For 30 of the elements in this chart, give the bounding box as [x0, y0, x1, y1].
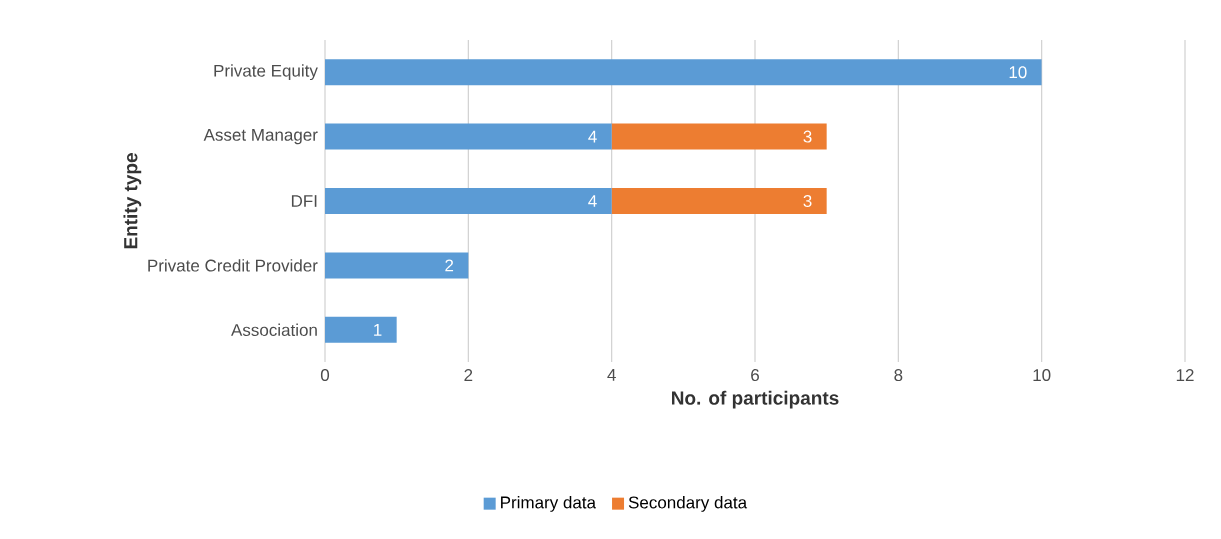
data-label: 10: [1009, 66, 1027, 79]
x-tick-label: 10: [1033, 369, 1051, 382]
data-label: 2: [445, 259, 454, 272]
legend-label: Secondary data: [628, 496, 748, 512]
legend-label: Primary data: [501, 496, 596, 512]
x-tick-label: 6: [751, 369, 759, 382]
y-axis-title: Entity type: [123, 153, 142, 249]
bar: [611, 123, 827, 150]
x-tick-label: 0: [320, 369, 330, 382]
y-tick-label: Asset Manager: [203, 128, 318, 145]
bar: [325, 252, 469, 279]
bar: [325, 188, 612, 214]
bar: [325, 316, 397, 343]
y-tick-label: Private Equity: [214, 64, 318, 81]
y-tick-label: Association: [231, 323, 317, 337]
x-tick-label: 4: [607, 369, 616, 381]
x-axis-title: No. of participants: [672, 390, 839, 409]
x-tick-label: 12: [1176, 369, 1194, 381]
data-label: 3: [803, 130, 812, 143]
y-tick-label: DFI: [291, 195, 317, 207]
y-tick-label: Private Credit Provider: [148, 259, 318, 272]
bar: [325, 123, 612, 150]
bar: [611, 188, 827, 214]
data-label: 3: [803, 194, 812, 207]
data-label: 4: [588, 195, 597, 207]
x-tick-label: 2: [464, 369, 473, 381]
bar: [325, 59, 1042, 86]
data-label: 4: [588, 130, 597, 143]
data-label: 1: [374, 323, 382, 336]
x-tick-label: 8: [894, 369, 903, 382]
